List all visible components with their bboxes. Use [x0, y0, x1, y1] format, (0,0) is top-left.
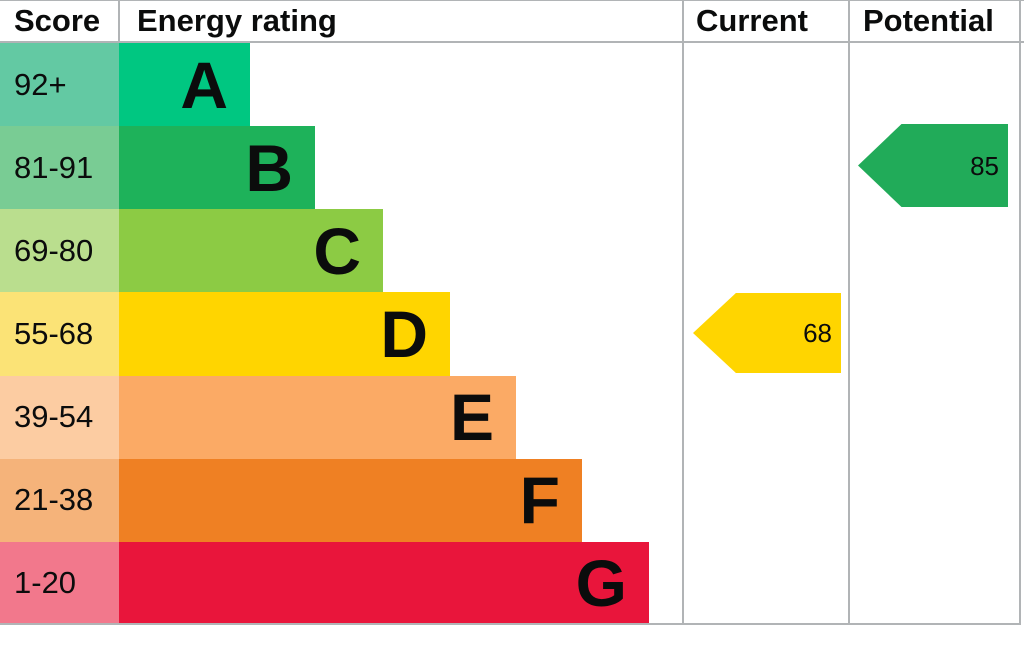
band-d-bar: D — [119, 292, 450, 376]
band-g-bar: G — [119, 541, 649, 625]
band-f-score-range: 21-38 — [0, 458, 119, 542]
column-header-score: Score — [14, 3, 101, 38]
divider-score-energy — [118, 0, 120, 43]
band-row-a: 92+ A — [0, 43, 1024, 127]
band-g-score-range: 1-20 — [0, 541, 119, 625]
band-c-score-range: 69-80 — [0, 209, 119, 293]
band-e-score-range: 39-54 — [0, 375, 119, 459]
band-a-bar: A — [119, 43, 250, 127]
column-header-current: Current — [696, 3, 808, 38]
chart-bottom-border — [0, 623, 1021, 625]
chart-right-border — [1019, 0, 1021, 625]
band-c-bar: C — [119, 209, 383, 293]
band-d-score-range: 55-68 — [0, 292, 119, 376]
band-rows: 92+ A 81-91 B 69-80 C 55-68 D 39-54 — [0, 43, 1024, 625]
band-b-letter: B — [245, 130, 293, 205]
band-b-bar: B — [119, 126, 315, 210]
divider-energy-current — [682, 0, 684, 625]
band-row-b: 81-91 B — [0, 126, 1024, 210]
band-row-f: 21-38 F — [0, 458, 1024, 542]
band-e-bar: E — [119, 375, 516, 459]
band-b-score-range: 81-91 — [0, 126, 119, 210]
band-row-e: 39-54 E — [0, 375, 1024, 459]
divider-current-potential — [848, 0, 850, 625]
band-a-letter: A — [180, 47, 228, 122]
band-a-score-range: 92+ — [0, 43, 119, 127]
band-row-d: 55-68 D — [0, 292, 1024, 376]
band-d-letter: D — [380, 296, 428, 371]
potential-rating-value: 85 — [970, 150, 999, 181]
current-rating-value: 68 — [803, 318, 832, 348]
column-header-energy-rating: Energy rating — [137, 3, 337, 38]
band-f-bar: F — [119, 458, 582, 542]
band-row-c: 69-80 C — [0, 209, 1024, 293]
band-c-letter: C — [313, 213, 361, 288]
band-g-letter: G — [575, 546, 627, 621]
column-header-potential: Potential — [863, 3, 994, 38]
band-row-g: 1-20 G — [0, 541, 1024, 625]
band-e-letter: E — [449, 380, 494, 455]
band-f-letter: F — [519, 463, 560, 538]
chart-header-row: Score Energy rating Current Potential — [0, 0, 1024, 43]
